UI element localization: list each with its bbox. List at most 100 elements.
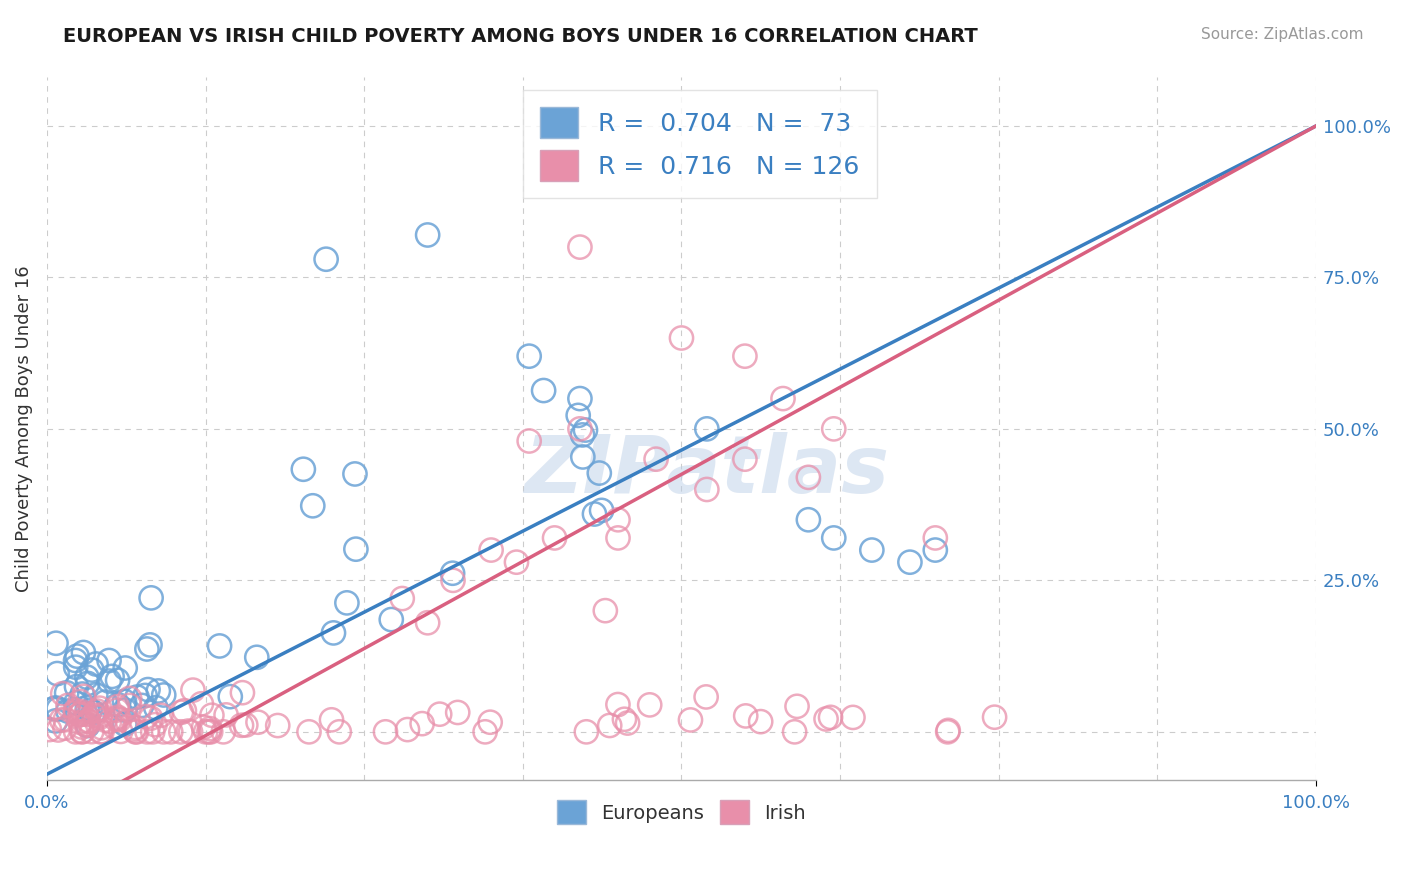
Europeans <box>696 422 718 436</box>
Europeans <box>441 566 464 581</box>
Europeans <box>292 462 315 476</box>
Irish <box>170 724 193 739</box>
Europeans <box>107 673 129 688</box>
Europeans <box>152 688 174 702</box>
Irish <box>815 712 838 726</box>
Irish <box>89 701 111 715</box>
Irish <box>416 615 439 630</box>
Europeans <box>65 696 87 710</box>
Irish <box>396 723 419 737</box>
Irish <box>53 721 76 735</box>
Europeans <box>84 657 107 671</box>
Irish <box>328 724 350 739</box>
Irish <box>159 724 181 739</box>
Irish <box>69 694 91 708</box>
Europeans <box>114 694 136 708</box>
Europeans <box>45 636 67 650</box>
Irish <box>212 724 235 739</box>
Text: ZIPatlas: ZIPatlas <box>524 432 890 510</box>
Irish <box>194 724 217 739</box>
Europeans <box>45 714 67 728</box>
Irish <box>391 591 413 606</box>
Irish <box>89 710 111 724</box>
Irish <box>65 703 87 717</box>
Europeans <box>94 695 117 709</box>
Legend: Europeans, Irish: Europeans, Irish <box>547 790 815 834</box>
Europeans <box>84 688 107 702</box>
Europeans <box>219 690 242 704</box>
Irish <box>38 723 60 737</box>
Irish <box>374 724 396 739</box>
Irish <box>73 690 96 704</box>
Irish <box>124 724 146 739</box>
Irish <box>86 704 108 718</box>
Irish <box>76 717 98 731</box>
Europeans <box>416 227 439 242</box>
Irish <box>181 683 204 698</box>
Irish <box>149 708 172 723</box>
Europeans <box>125 690 148 704</box>
Irish <box>568 240 591 254</box>
Irish <box>52 687 75 701</box>
Europeans <box>79 703 101 717</box>
Irish <box>842 710 865 724</box>
Irish <box>298 724 321 739</box>
Text: Source: ZipAtlas.com: Source: ZipAtlas.com <box>1201 27 1364 42</box>
Y-axis label: Child Poverty Among Boys Under 16: Child Poverty Among Boys Under 16 <box>15 266 32 592</box>
Irish <box>479 715 502 730</box>
Irish <box>772 392 794 406</box>
Irish <box>152 724 174 739</box>
Irish <box>65 724 87 739</box>
Irish <box>104 712 127 726</box>
Irish <box>201 708 224 723</box>
Irish <box>411 716 433 731</box>
Irish <box>599 718 621 732</box>
Irish <box>783 724 806 739</box>
Europeans <box>107 698 129 712</box>
Irish <box>75 718 97 732</box>
Europeans <box>924 543 946 558</box>
Irish <box>231 686 253 700</box>
Irish <box>69 707 91 722</box>
Irish <box>107 710 129 724</box>
Europeans <box>65 680 87 694</box>
Irish <box>118 691 141 706</box>
Irish <box>695 690 717 704</box>
Irish <box>193 720 215 734</box>
Irish <box>122 723 145 737</box>
Europeans <box>76 701 98 715</box>
Europeans <box>46 702 69 716</box>
Irish <box>72 724 94 739</box>
Europeans <box>72 645 94 659</box>
Europeans <box>583 507 606 521</box>
Irish <box>90 721 112 735</box>
Europeans <box>80 663 103 677</box>
Irish <box>479 543 502 558</box>
Irish <box>447 706 470 720</box>
Irish <box>94 713 117 727</box>
Irish <box>198 722 221 736</box>
Europeans <box>76 670 98 684</box>
Europeans <box>301 499 323 513</box>
Irish <box>70 720 93 734</box>
Irish <box>246 715 269 730</box>
Irish <box>124 721 146 735</box>
Europeans <box>136 682 159 697</box>
Irish <box>613 712 636 726</box>
Irish <box>517 434 540 448</box>
Irish <box>749 714 772 729</box>
Irish <box>69 707 91 722</box>
Europeans <box>45 701 67 715</box>
Irish <box>180 724 202 739</box>
Irish <box>321 713 343 727</box>
Irish <box>173 704 195 718</box>
Irish <box>143 717 166 731</box>
Irish <box>46 723 69 737</box>
Europeans <box>135 642 157 657</box>
Irish <box>607 531 630 545</box>
Irish <box>679 713 702 727</box>
Irish <box>797 470 820 484</box>
Irish <box>80 724 103 739</box>
Irish <box>231 718 253 732</box>
Irish <box>441 574 464 588</box>
